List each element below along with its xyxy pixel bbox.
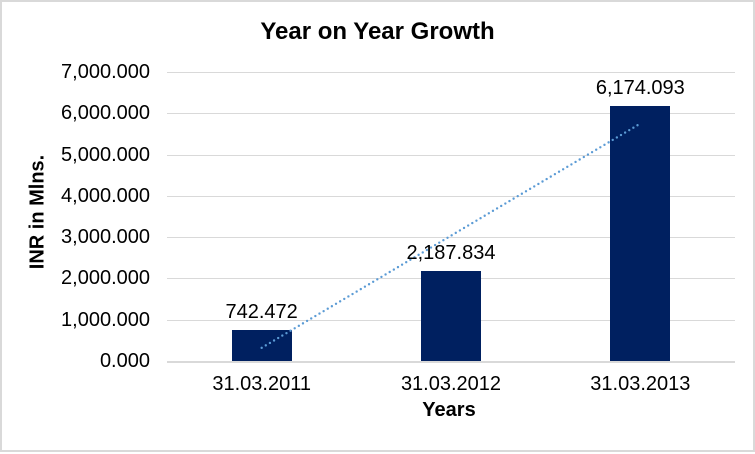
y-tick-label: 0.000 xyxy=(99,350,150,372)
y-tick-label: 5,000.000 xyxy=(61,143,150,166)
bar xyxy=(610,106,671,361)
y-tick-label: 7,000.000 xyxy=(61,61,150,83)
bar xyxy=(231,330,292,361)
y-tick-label: 4,000.000 xyxy=(61,184,150,207)
bar-value-label: 742.472 xyxy=(225,301,298,324)
x-tick-label: 31.03.2011 xyxy=(212,373,311,395)
gridline xyxy=(167,72,735,73)
x-axis-line xyxy=(167,360,735,363)
bar xyxy=(421,270,481,361)
gridline xyxy=(167,113,735,115)
chart-title: Year on Year Growth xyxy=(260,18,495,45)
y-tick-label: 1,000.000 xyxy=(61,308,150,331)
bar-value-label: 6,174.093 xyxy=(595,77,685,100)
x-axis-title: Years xyxy=(422,399,476,421)
bar-value-label: 2,187.834 xyxy=(406,241,496,264)
x-tick-label: 31.03.2013 xyxy=(590,373,691,395)
x-tick-label: 31.03.2012 xyxy=(400,373,502,395)
y-axis-title: INR in Mlns. xyxy=(26,154,49,270)
y-tick-label: 2,000.000 xyxy=(61,267,150,290)
y-tick-label: 6,000.000 xyxy=(61,102,150,125)
y-tick-label: 3,000.000 xyxy=(61,226,150,249)
